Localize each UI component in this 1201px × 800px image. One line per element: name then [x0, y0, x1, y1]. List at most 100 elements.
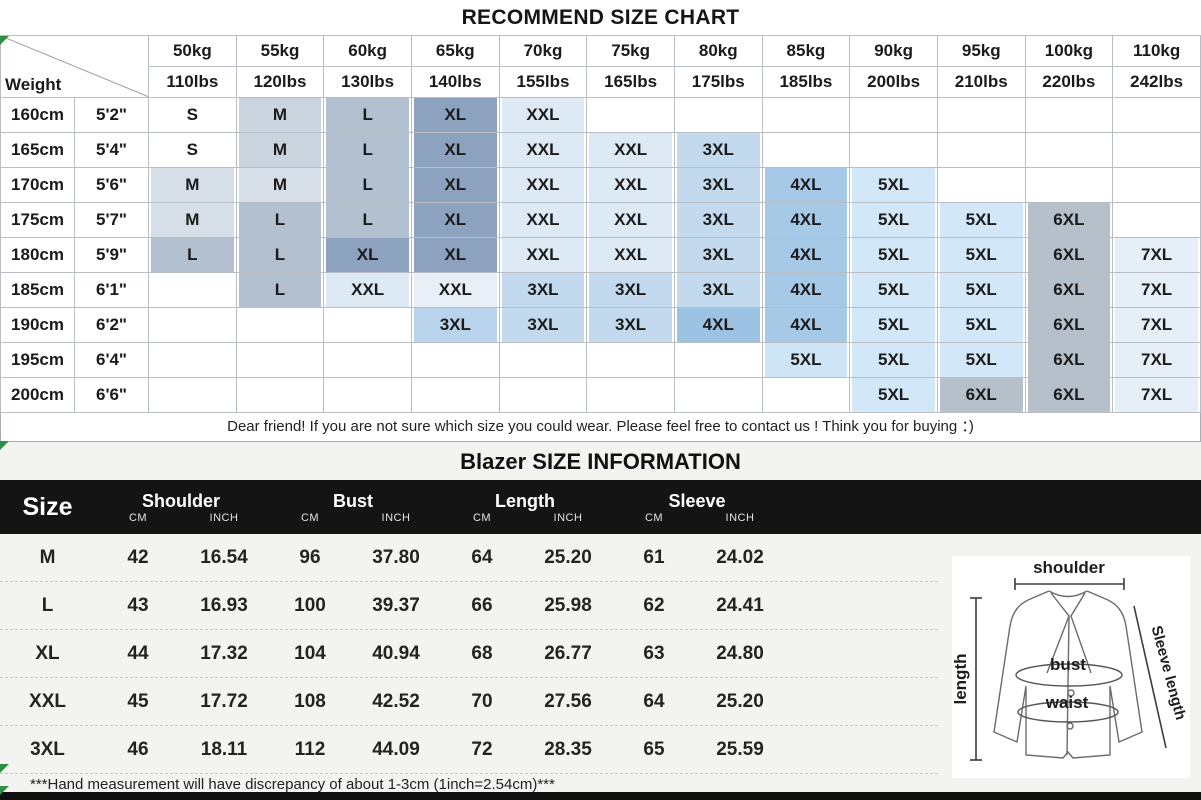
size-cell: 5XL — [936, 237, 1026, 273]
measurement-value: 64 — [643, 690, 665, 712]
size-cell: 4XL — [761, 237, 851, 273]
measurement-value: 100 — [294, 594, 326, 616]
empty-cell — [586, 342, 675, 378]
height-row: 165cm 5'4" S M L XL XXL XXL 3XL — [0, 132, 1201, 168]
empty-cell — [323, 377, 412, 413]
empty-cell — [323, 342, 412, 378]
measurement-value: 25.20 — [544, 546, 592, 568]
measure-group-label: Sleeve — [668, 490, 726, 511]
measurement-value: 42.52 — [372, 690, 420, 712]
sleeve-length-label: Sleeve length — [1148, 624, 1189, 722]
size-cell: 7XL — [1112, 237, 1201, 273]
size-cell: S — [148, 132, 237, 168]
size-cell: 6XL — [1024, 342, 1114, 378]
measurement-value: 26.77 — [544, 642, 592, 664]
empty-cell — [586, 377, 675, 413]
size-information-section: Blazer SIZE INFORMATION Size Shoulder CM I… — [0, 442, 1201, 800]
measurement-value: 17.32 — [200, 642, 248, 664]
size-cell: XXL — [586, 202, 675, 238]
weight-lbs-header: 210lbs — [936, 66, 1026, 98]
blazer-outline — [970, 578, 1167, 761]
measurement-value: 25.98 — [544, 594, 592, 616]
measurement-value: 45 — [127, 690, 149, 712]
recommend-size-table-header: Weight 50kg 55kg 60kg 65kg 70kg 75kg 80kg 85kg 9… — [0, 35, 1201, 98]
measure-group-header: Sleeve CM INCH — [611, 480, 783, 534]
height-ft-header: 5'9" — [74, 237, 149, 273]
empty-cell — [1024, 132, 1114, 168]
measurement-value: 66 — [471, 594, 493, 616]
size-cell: 3XL — [673, 237, 763, 273]
empty-cell — [1024, 167, 1114, 203]
height-ft-header: 6'6" — [74, 377, 149, 413]
size-info-row: XL 44 17.32 104 40.94 68 26.77 63 24.80 — [0, 630, 938, 678]
empty-cell — [673, 342, 763, 378]
size-cell: 5XL — [936, 272, 1026, 308]
unit-label: INCH — [209, 511, 239, 524]
height-cm-header: 165cm — [0, 132, 75, 168]
measurement-value: 24.41 — [716, 594, 764, 616]
size-cell: XXL — [498, 97, 588, 133]
height-cm-header: 185cm — [0, 272, 75, 308]
size-cell: 4XL — [761, 202, 851, 238]
size-cell: XL — [410, 237, 500, 273]
size-cell: XXL — [498, 237, 588, 273]
empty-cell — [849, 97, 938, 133]
empty-cell — [1112, 202, 1201, 238]
weight-kg-header: 75kg — [586, 35, 675, 67]
size-cell: XXL — [586, 167, 675, 203]
size-cell: 3XL — [410, 307, 500, 343]
size-cell: S — [148, 97, 237, 133]
weight-kg-header: 90kg — [849, 35, 938, 67]
height-ft-header: 6'1" — [74, 272, 149, 308]
height-row: 200cm 6'6" 5XL 6XL 6XL 7XL — [0, 377, 1201, 413]
weight-lbs-header: 200lbs — [849, 66, 938, 98]
weight-lbs-header: 242lbs — [1112, 66, 1201, 98]
unit-label: CM — [472, 511, 492, 524]
empty-cell — [410, 377, 500, 413]
size-cell: XXL — [498, 202, 588, 238]
empty-cell — [1112, 167, 1201, 203]
height-row: 185cm 6'1" L XXL XXL 3XL 3XL 3XL 4XL 5XL 5XL 6XL 7XL — [0, 272, 1201, 308]
size-cell: XXL — [410, 272, 500, 308]
weight-lbs-header: 110lbs — [148, 66, 237, 98]
measurement-value: 44 — [127, 642, 149, 664]
size-cell: 4XL — [673, 307, 763, 343]
weight-lbs-header: 165lbs — [586, 66, 675, 98]
weight-lbs-header: 155lbs — [498, 66, 588, 98]
size-cell: 5XL — [936, 202, 1026, 238]
height-ft-header: 5'2" — [74, 97, 149, 133]
weight-lbs-header: 220lbs — [1024, 66, 1114, 98]
empty-cell — [323, 307, 412, 343]
size-cell: 5XL — [849, 342, 938, 378]
height-ft-header: 6'2" — [74, 307, 149, 343]
empty-cell — [410, 342, 500, 378]
size-cell: L — [323, 202, 412, 238]
size-cell: 6XL — [936, 377, 1026, 413]
height-row: 160cm 5'2" S M L XL XXL — [0, 97, 1201, 133]
size-cell: L — [323, 97, 412, 133]
measure-group-label: Shoulder — [141, 490, 220, 511]
measurement-value: 37.80 — [372, 546, 420, 568]
measurement-value: 27.56 — [544, 690, 592, 712]
measurement-value: 16.93 — [200, 594, 248, 616]
empty-cell — [936, 167, 1026, 203]
size-cell: 3XL — [586, 272, 675, 308]
empty-cell — [936, 132, 1026, 168]
weight-kg-header: 60kg — [323, 35, 412, 67]
size-cell: 5XL — [849, 237, 938, 273]
size-cell: 5XL — [849, 167, 938, 203]
measurement-value: 63 — [643, 642, 665, 664]
size-cell: L — [148, 237, 237, 273]
height-cm-header: 175cm — [0, 202, 75, 238]
size-cell: 6XL — [1024, 377, 1114, 413]
measure-group-header: Bust CM INCH — [267, 480, 439, 534]
measurement-value: 24.80 — [716, 642, 764, 664]
size-name: L — [41, 594, 54, 616]
recommend-size-table-body: 160cm 5'2" S M L XL XXL 165cm 5'4" S M L XL XXL XXL 3XL… — [0, 97, 1201, 413]
size-cell: 5XL — [761, 342, 851, 378]
height-row: 170cm 5'6" M M L XL XXL XXL 3XL 4XL 5XL — [0, 167, 1201, 203]
size-cell: 5XL — [849, 377, 938, 413]
unit-label: CM — [644, 511, 664, 524]
blazer-diagram-svg: shoulder length Sleeve length bust waist — [951, 558, 1189, 761]
recommend-chart-title: RECOMMEND SIZE CHART — [461, 6, 740, 29]
